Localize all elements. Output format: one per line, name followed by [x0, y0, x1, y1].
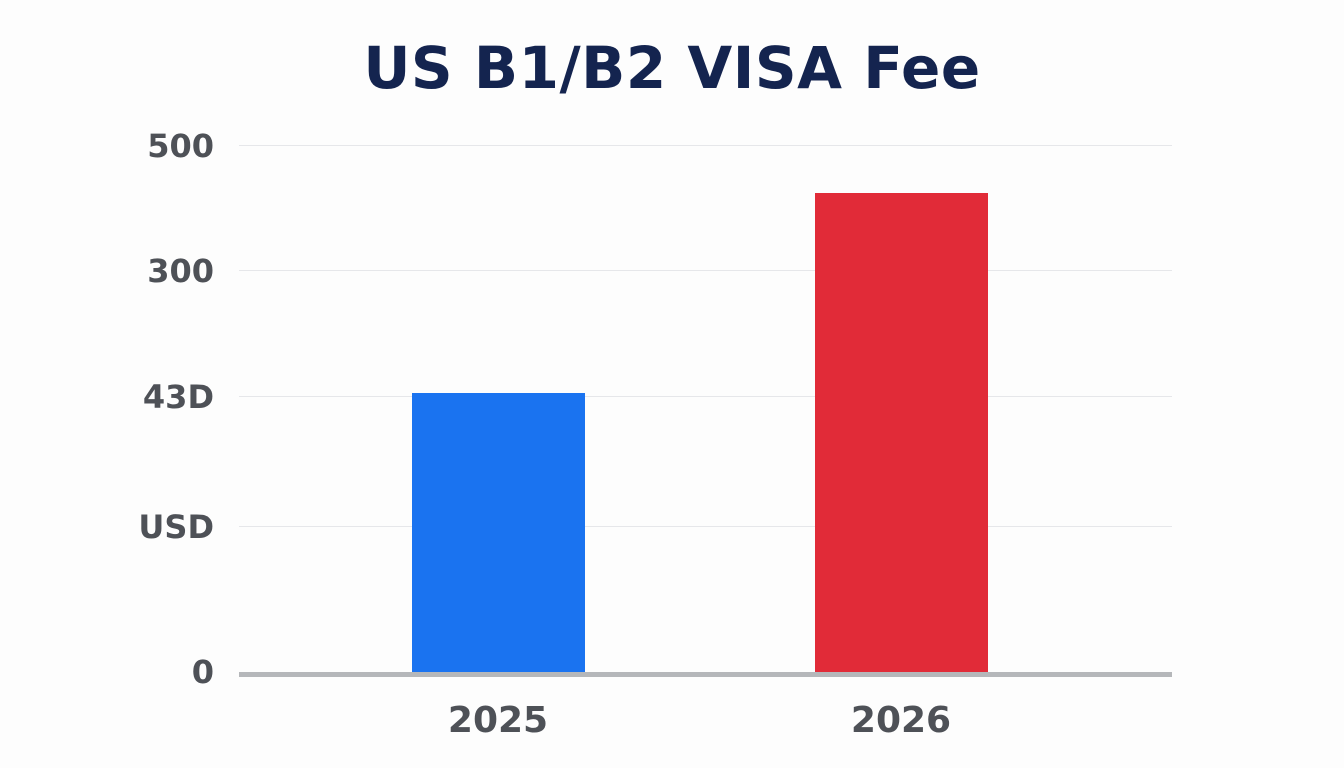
y-tick-label: 500	[147, 127, 214, 165]
gridline-43d	[239, 396, 1172, 397]
x-axis-baseline	[239, 672, 1172, 677]
gridline-500	[239, 145, 1172, 146]
y-tick-label: USD	[138, 508, 214, 546]
y-tick-label: 300	[147, 252, 214, 290]
y-tick-label: 0	[191, 653, 214, 691]
x-tick-label-2025: 2025	[447, 700, 549, 741]
bar-2025	[412, 393, 585, 672]
bar-2026	[815, 193, 988, 672]
chart-title: US B1/B2 VISA Fee	[363, 34, 981, 102]
x-tick-label-2026: 2026	[850, 700, 952, 741]
gridline-300	[239, 270, 1172, 271]
gridline-usd	[239, 526, 1172, 527]
y-tick-label: 43D	[142, 378, 214, 416]
